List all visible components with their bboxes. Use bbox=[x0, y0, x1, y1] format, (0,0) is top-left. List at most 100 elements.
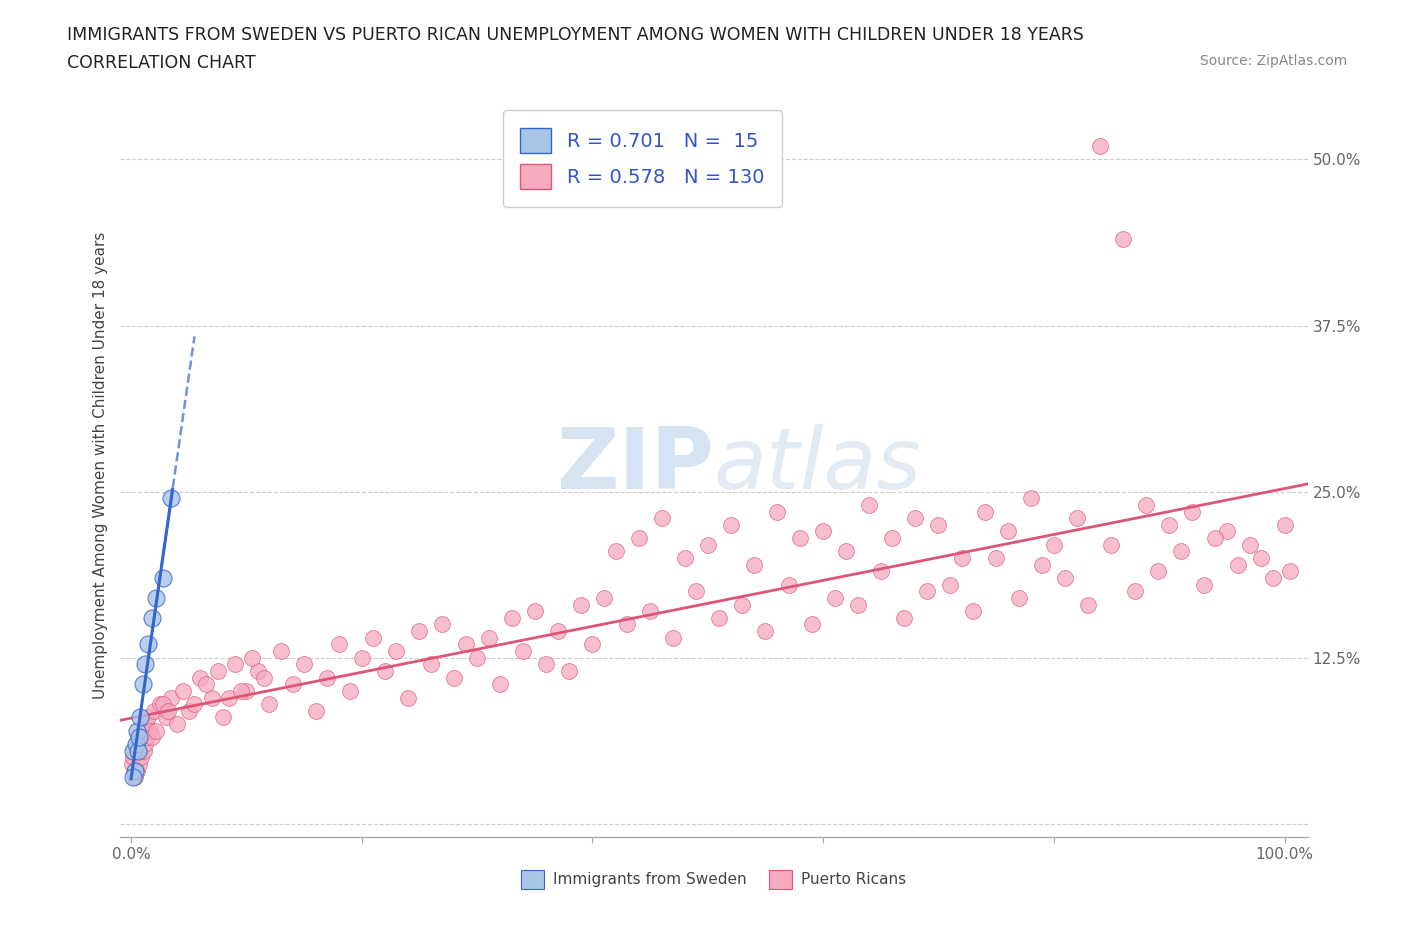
Point bbox=[778, 578, 800, 592]
Point bbox=[869, 564, 891, 578]
Text: IMMIGRANTS FROM SWEDEN VS PUERTO RICAN UNEMPLOYMENT AMONG WOMEN WITH CHILDREN UN: IMMIGRANTS FROM SWEDEN VS PUERTO RICAN U… bbox=[67, 26, 1084, 44]
Point bbox=[259, 697, 281, 711]
Point bbox=[1216, 524, 1239, 538]
Point bbox=[160, 491, 183, 506]
Point bbox=[143, 703, 166, 718]
Point bbox=[523, 604, 546, 618]
Point bbox=[950, 551, 973, 565]
Point bbox=[270, 644, 292, 658]
Point bbox=[152, 697, 174, 711]
Point bbox=[651, 511, 673, 525]
Legend: Immigrants from Sweden, Puerto Ricans: Immigrants from Sweden, Puerto Ricans bbox=[513, 862, 914, 897]
Point bbox=[172, 684, 194, 698]
Point bbox=[127, 743, 149, 758]
Point bbox=[846, 597, 869, 612]
Point bbox=[512, 644, 534, 658]
Point bbox=[224, 657, 246, 671]
Point bbox=[1181, 504, 1204, 519]
Text: atlas: atlas bbox=[714, 423, 921, 507]
Point bbox=[766, 504, 789, 519]
Point bbox=[135, 717, 157, 732]
Point bbox=[1239, 538, 1261, 552]
Point bbox=[121, 756, 143, 771]
Point bbox=[129, 710, 152, 724]
Point bbox=[754, 624, 776, 639]
Point bbox=[1123, 584, 1146, 599]
Point bbox=[1192, 578, 1215, 592]
Point bbox=[547, 624, 569, 639]
Point bbox=[1204, 531, 1226, 546]
Point bbox=[145, 724, 167, 738]
Point bbox=[627, 531, 650, 546]
Point bbox=[145, 591, 167, 605]
Point bbox=[246, 663, 269, 678]
Point bbox=[696, 538, 718, 552]
Point bbox=[1101, 538, 1123, 552]
Point bbox=[709, 610, 731, 625]
Point bbox=[1261, 570, 1284, 585]
Point bbox=[408, 624, 430, 639]
Point bbox=[638, 604, 661, 618]
Point bbox=[166, 717, 188, 732]
Point bbox=[720, 517, 742, 532]
Point bbox=[207, 663, 229, 678]
Point bbox=[465, 650, 488, 665]
Point bbox=[1146, 564, 1168, 578]
Point bbox=[973, 504, 995, 519]
Point bbox=[129, 730, 152, 745]
Point bbox=[904, 511, 927, 525]
Point bbox=[361, 631, 384, 645]
Point bbox=[328, 637, 350, 652]
Point bbox=[339, 684, 361, 698]
Point bbox=[882, 531, 904, 546]
Y-axis label: Unemployment Among Women with Children Under 18 years: Unemployment Among Women with Children U… bbox=[93, 232, 108, 698]
Point bbox=[177, 703, 200, 718]
Point bbox=[811, 524, 834, 538]
Point bbox=[229, 684, 252, 698]
Point bbox=[1227, 557, 1250, 572]
Point bbox=[420, 657, 443, 671]
Point bbox=[292, 657, 315, 671]
Point bbox=[731, 597, 754, 612]
Point bbox=[124, 737, 146, 751]
Point bbox=[489, 677, 512, 692]
Point bbox=[124, 770, 146, 785]
Point bbox=[235, 684, 257, 698]
Point bbox=[195, 677, 218, 692]
Point bbox=[1170, 544, 1192, 559]
Point bbox=[616, 617, 638, 631]
Point bbox=[962, 604, 984, 618]
Point bbox=[800, 617, 823, 631]
Point bbox=[1112, 232, 1135, 246]
Point bbox=[1250, 551, 1272, 565]
Point bbox=[1054, 570, 1077, 585]
Point bbox=[131, 677, 153, 692]
Point bbox=[605, 544, 627, 559]
Point bbox=[201, 690, 224, 705]
Point bbox=[152, 570, 174, 585]
Point bbox=[124, 764, 146, 778]
Point bbox=[939, 578, 962, 592]
Point bbox=[569, 597, 592, 612]
Point bbox=[927, 517, 949, 532]
Point bbox=[1077, 597, 1099, 612]
Point bbox=[396, 690, 419, 705]
Point bbox=[454, 637, 477, 652]
Point bbox=[155, 710, 177, 724]
Point bbox=[824, 591, 846, 605]
Point bbox=[253, 671, 276, 685]
Point bbox=[374, 663, 396, 678]
Point bbox=[316, 671, 339, 685]
Point bbox=[128, 730, 150, 745]
Point bbox=[134, 657, 156, 671]
Point bbox=[127, 743, 149, 758]
Point bbox=[183, 697, 205, 711]
Point bbox=[188, 671, 211, 685]
Text: CORRELATION CHART: CORRELATION CHART bbox=[67, 54, 256, 72]
Point bbox=[218, 690, 240, 705]
Point bbox=[662, 631, 685, 645]
Point bbox=[581, 637, 603, 652]
Point bbox=[685, 584, 707, 599]
Point bbox=[984, 551, 1007, 565]
Point bbox=[478, 631, 501, 645]
